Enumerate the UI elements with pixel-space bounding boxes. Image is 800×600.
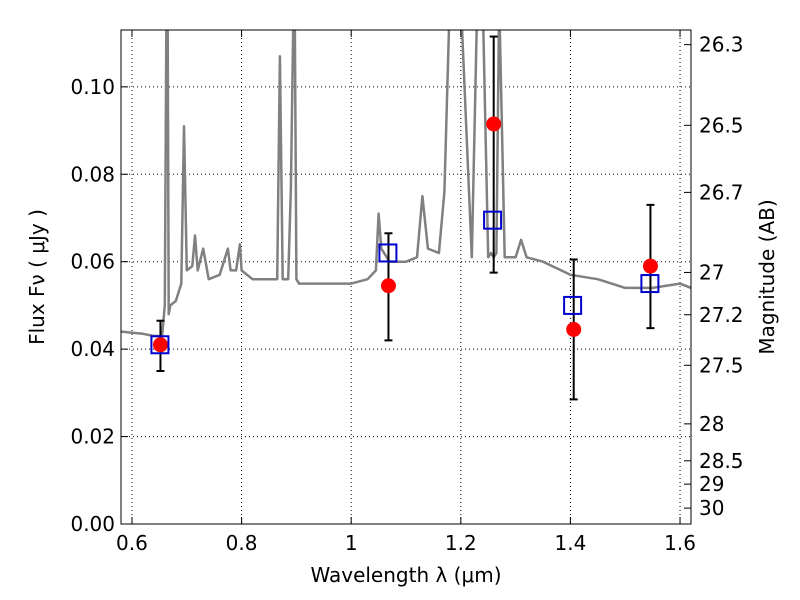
y-tick-label: 0.06 <box>70 250 115 274</box>
y-axis-label: Flux Fν ( μJy ) <box>25 209 49 345</box>
observed-point <box>380 278 396 294</box>
mag-tick-label: 28.5 <box>699 449 744 473</box>
observed-point <box>152 337 168 353</box>
model-photometry-point <box>640 274 660 294</box>
y-tick-label: 0.00 <box>70 512 115 536</box>
model-photometry-point <box>483 210 503 230</box>
x-tick-label: 0.8 <box>226 531 258 555</box>
model-spectrum-line <box>121 30 691 338</box>
y-tick-label: 0.10 <box>70 75 115 99</box>
x-tick-label: 1.2 <box>445 531 477 555</box>
mag-tick-label: 29 <box>699 472 724 496</box>
mag-tick-label: 27 <box>699 260 724 284</box>
y-tick-label: 0.02 <box>70 425 115 449</box>
y-tick-label: 0.04 <box>70 337 115 361</box>
mag-tick-label: 30 <box>699 496 724 520</box>
mag-tick-label: 26.3 <box>699 33 744 57</box>
mag-tick-label: 27.2 <box>699 303 744 327</box>
x-axis-label: Wavelength λ (μm) <box>310 563 501 587</box>
data-points <box>150 35 660 401</box>
y-tick-label: 0.08 <box>70 162 115 186</box>
model-photometry-point <box>378 243 398 263</box>
mag-tick-label: 26.5 <box>699 113 744 137</box>
x-tick-label: 1.6 <box>664 531 696 555</box>
x-tick-label: 1 <box>345 531 358 555</box>
mag-tick-label: 26.7 <box>699 180 744 204</box>
x-tick-label: 0.6 <box>116 531 148 555</box>
plot-frame <box>120 29 692 525</box>
model-photometry-point <box>150 335 170 355</box>
model-photometry-point <box>563 295 583 315</box>
model-spectrum <box>121 30 691 338</box>
mag-tick-label: 27.5 <box>699 353 744 377</box>
observed-point <box>566 321 582 337</box>
observed-point <box>642 258 658 274</box>
x-tick-label: 1.4 <box>555 531 587 555</box>
axis-ticks: 0.6 0.8 1 1.2 1.4 1.6 0.00 0.02 0.04 0.06 0.08 0.10… <box>70 30 744 555</box>
observed-point <box>486 116 502 132</box>
mag-tick-label: 28 <box>699 412 724 436</box>
right-axis-label: Magnitude (AB) <box>755 199 779 354</box>
